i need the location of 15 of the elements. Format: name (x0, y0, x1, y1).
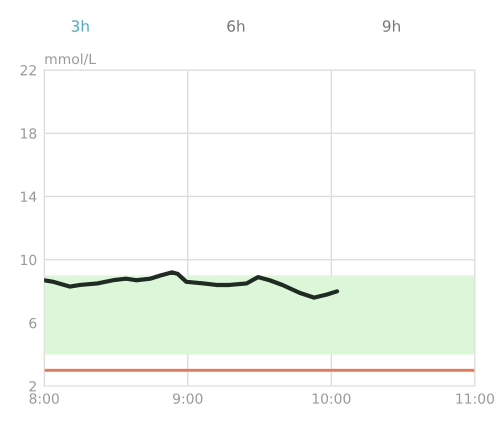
text: 3h (72, 20, 89, 32)
y-tick-label: 22 (20, 65, 36, 76)
x-tick-label: 9:00 (173, 393, 202, 404)
x-tick-label: 10:00 (312, 393, 350, 404)
y-axis-title: mmol/L (45, 53, 96, 66)
y-tick-label: 2 (29, 381, 36, 392)
y-tick-label: 10 (21, 254, 36, 266)
text: 6h (227, 20, 244, 32)
x-tick-label: 8:00 (30, 393, 59, 404)
x-tick-label: 11:00 (456, 393, 494, 404)
y-tick-label: 14 (21, 192, 36, 202)
y-tick-label: 6 (29, 318, 36, 328)
line-series (44, 270, 340, 300)
text: 9h (382, 20, 400, 32)
y-tick-label: 18 (21, 128, 36, 139)
